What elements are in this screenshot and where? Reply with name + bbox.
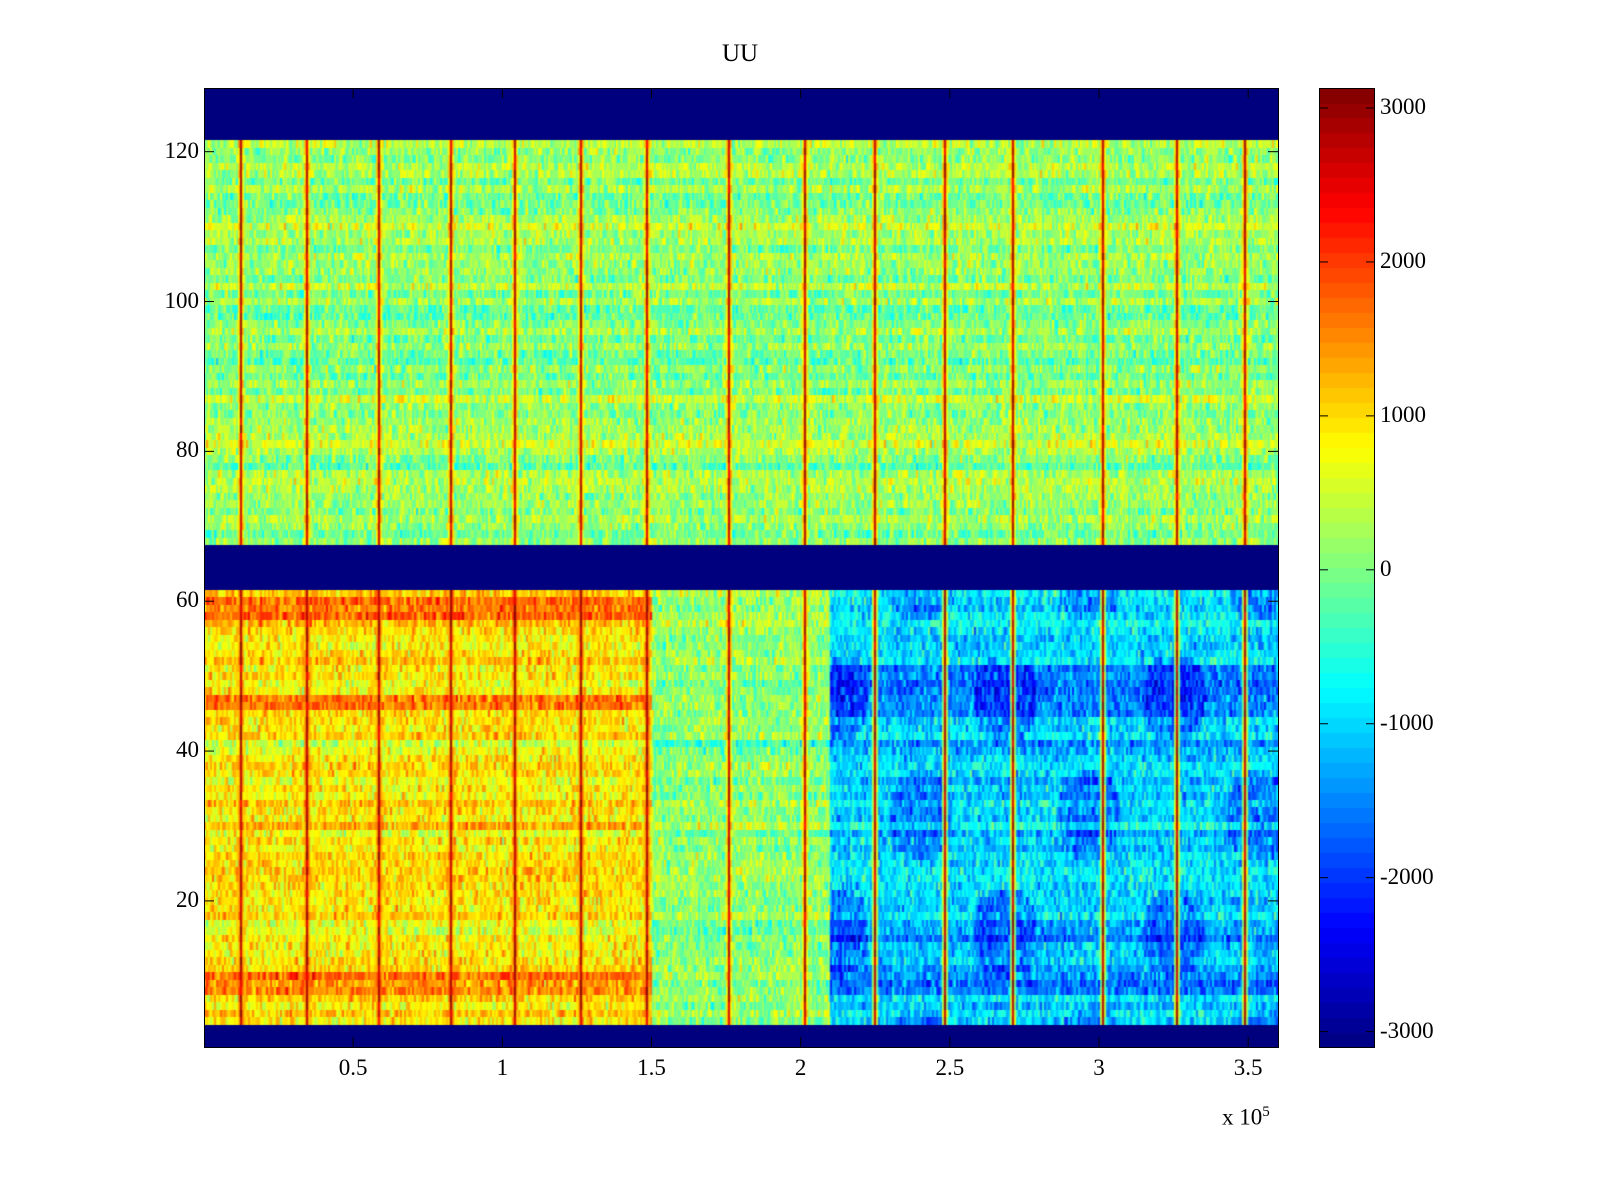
colorbar-tick-label: 3000 [1380,94,1426,119]
colorbar [1320,88,1374,1047]
heatmap-plot-area [204,88,1278,1047]
y-tick-label: 60 [176,587,199,613]
x-tick-label: 1.5 [637,1055,666,1080]
x-tick-label: 1 [496,1055,509,1080]
x-tick-label: 3 [1093,1055,1105,1080]
colorbar-tick-label: 1000 [1380,401,1426,427]
y-tick-label: 80 [176,437,199,463]
x-tick-label: 3.5 [1233,1055,1263,1080]
colorbar-tick-label: -1000 [1380,709,1434,735]
colorbar-tick-label: -2000 [1380,863,1434,889]
x-axis-multiplier: x 105 [1222,1104,1270,1131]
y-tick-label: 100 [164,287,200,313]
colorbar-tick-label: 2000 [1380,247,1426,273]
y-tick-label: 20 [176,886,199,912]
colorbar-tick-label: 0 [1380,555,1392,581]
colorbar-tick-label: -3000 [1380,1017,1434,1043]
x-tick-label: 2.5 [935,1055,965,1080]
x-multiplier-base: x 10 [1222,1104,1263,1130]
y-tick-label: 120 [164,137,200,163]
x-multiplier-exponent: 5 [1262,1104,1270,1120]
chart-title: UU [721,40,759,67]
y-tick-label: 40 [176,737,199,763]
x-tick-label: 0.5 [338,1055,368,1080]
x-tick-label: 2 [794,1055,807,1080]
